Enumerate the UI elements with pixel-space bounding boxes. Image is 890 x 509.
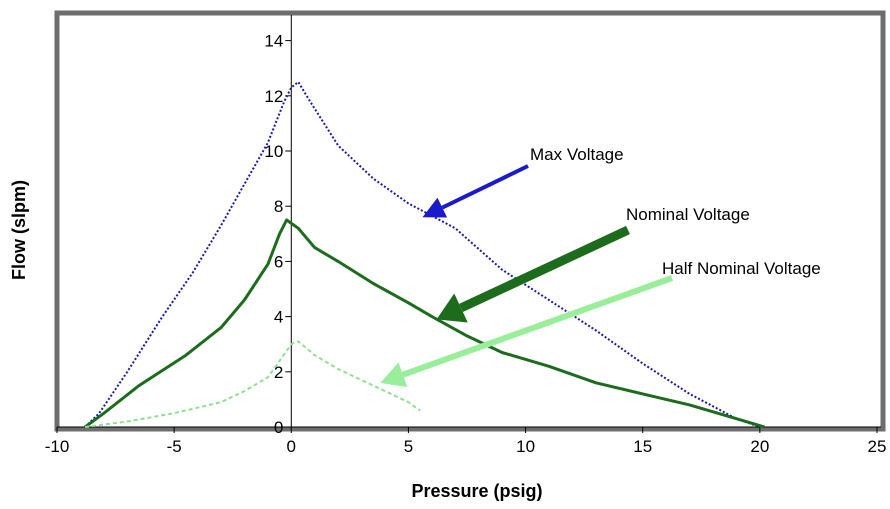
x-tick-label: 5 xyxy=(404,437,413,456)
y-tick-label: 6 xyxy=(274,252,283,271)
x-tick-label: 25 xyxy=(868,437,887,456)
y-tick-label: 14 xyxy=(264,32,283,51)
y-tick-label: 12 xyxy=(264,87,283,106)
x-tick-label: 20 xyxy=(750,437,769,456)
series-line-nominal-voltage xyxy=(84,218,765,429)
x-tick-label: -5 xyxy=(167,437,182,456)
axes: -10 -5 0 5 10 15 20 25 0 2 4 6 8 10 12 14 xyxy=(45,15,887,456)
annotation-label-max-voltage: Max Voltage xyxy=(530,145,624,164)
series-layer xyxy=(84,81,765,429)
annotation-layer: Max Voltage Nominal Voltage Half Nominal V… xyxy=(380,145,821,387)
annotation-label-nominal-voltage: Nominal Voltage xyxy=(626,205,750,224)
x-tick-label: 15 xyxy=(633,437,652,456)
annotation-arrow-half-nominal-voltage xyxy=(401,275,674,378)
x-tick-label: 10 xyxy=(516,437,535,456)
series-line-max-voltage xyxy=(84,81,761,428)
annotation-arrow-max-voltage xyxy=(441,164,529,210)
annotation-arrowhead-max-voltage xyxy=(422,197,448,218)
series-line-half-nominal-voltage xyxy=(84,340,421,428)
x-tick-label: -10 xyxy=(45,437,70,456)
annotation-arrowhead-nominal-voltage xyxy=(436,293,468,323)
y-tick-label: 8 xyxy=(274,197,283,216)
y-tick-label: 10 xyxy=(264,142,283,161)
x-tick-label: 0 xyxy=(287,437,296,456)
y-tick-label: 2 xyxy=(274,363,283,382)
annotation-arrow-nominal-voltage xyxy=(459,225,630,313)
annotation-label-half-nominal-voltage: Half Nominal Voltage xyxy=(662,259,821,278)
y-tick-label: 0 xyxy=(274,418,283,437)
plot-frame xyxy=(54,10,886,432)
annotation-arrowhead-half-nominal-voltage xyxy=(380,362,408,387)
y-axis-title: Flow (slpm) xyxy=(9,180,29,280)
y-tick-label: 4 xyxy=(274,308,283,327)
x-axis-title: Pressure (psig) xyxy=(411,481,542,501)
